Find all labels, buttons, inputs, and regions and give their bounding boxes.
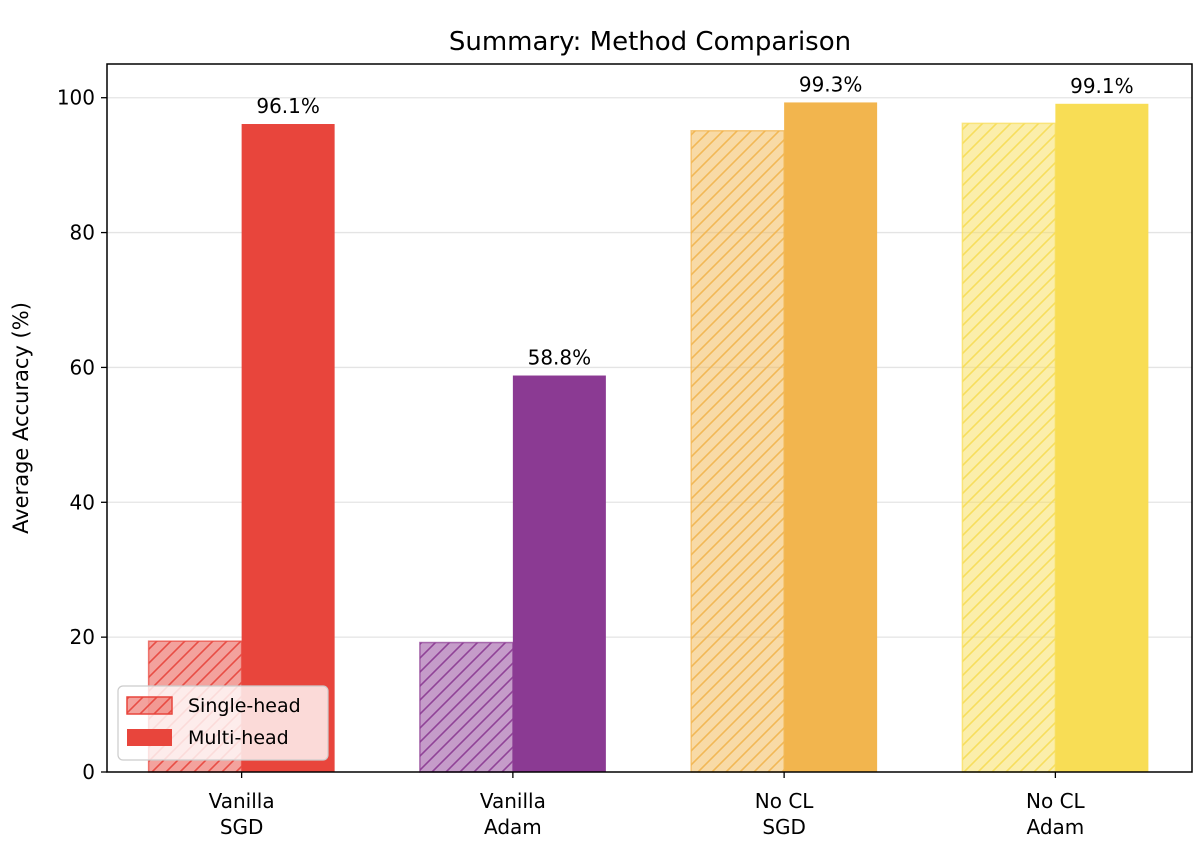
y-tick-label: 20 xyxy=(70,625,95,649)
legend-swatch-single-head xyxy=(126,696,173,715)
y-axis-label: Average Accuracy (%) xyxy=(9,302,33,534)
data-label: 99.1% xyxy=(1070,74,1134,98)
legend: Single-head Multi-head xyxy=(117,685,329,761)
x-tick-label: No CL SGD xyxy=(755,789,815,839)
bars xyxy=(147,102,1149,773)
axes xyxy=(101,63,1193,778)
y-tick-label: 0 xyxy=(82,760,95,784)
legend-label: Multi-head xyxy=(188,727,289,749)
bar-single-head xyxy=(419,641,514,773)
chart-title: Summary: Method Comparison xyxy=(449,27,851,57)
x-tick-label: Vanilla SGD xyxy=(209,789,275,839)
bar-multi-head xyxy=(784,102,878,773)
y-tick-label: 60 xyxy=(70,355,95,379)
x-tick-label: No CL Adam xyxy=(1026,789,1086,839)
legend-label: Single-head xyxy=(188,695,301,717)
bar-multi-head xyxy=(241,124,335,773)
data-label: 58.8% xyxy=(528,346,592,370)
axes-frame xyxy=(106,63,1193,773)
tick-labels: Vanilla SGD Vanilla Adam No CL SGD No CL Adam 0 2… xyxy=(57,86,1086,839)
data-labels: 96.1% 58.8% 99.3% 99.1% xyxy=(256,72,1133,369)
x-tick-label: Vanilla Adam xyxy=(480,789,546,839)
legend-swatch-multi-head xyxy=(127,729,172,746)
bar-multi-head xyxy=(1055,103,1149,773)
y-tick-label: 40 xyxy=(70,490,95,514)
data-label: 99.3% xyxy=(799,72,863,96)
bar-multi-head xyxy=(512,375,606,772)
y-tick-label: 80 xyxy=(70,221,95,245)
data-label: 96.1% xyxy=(256,94,320,118)
bar-single-head xyxy=(961,122,1057,773)
y-tick-label: 100 xyxy=(57,86,95,110)
bar-single-head xyxy=(690,130,785,773)
